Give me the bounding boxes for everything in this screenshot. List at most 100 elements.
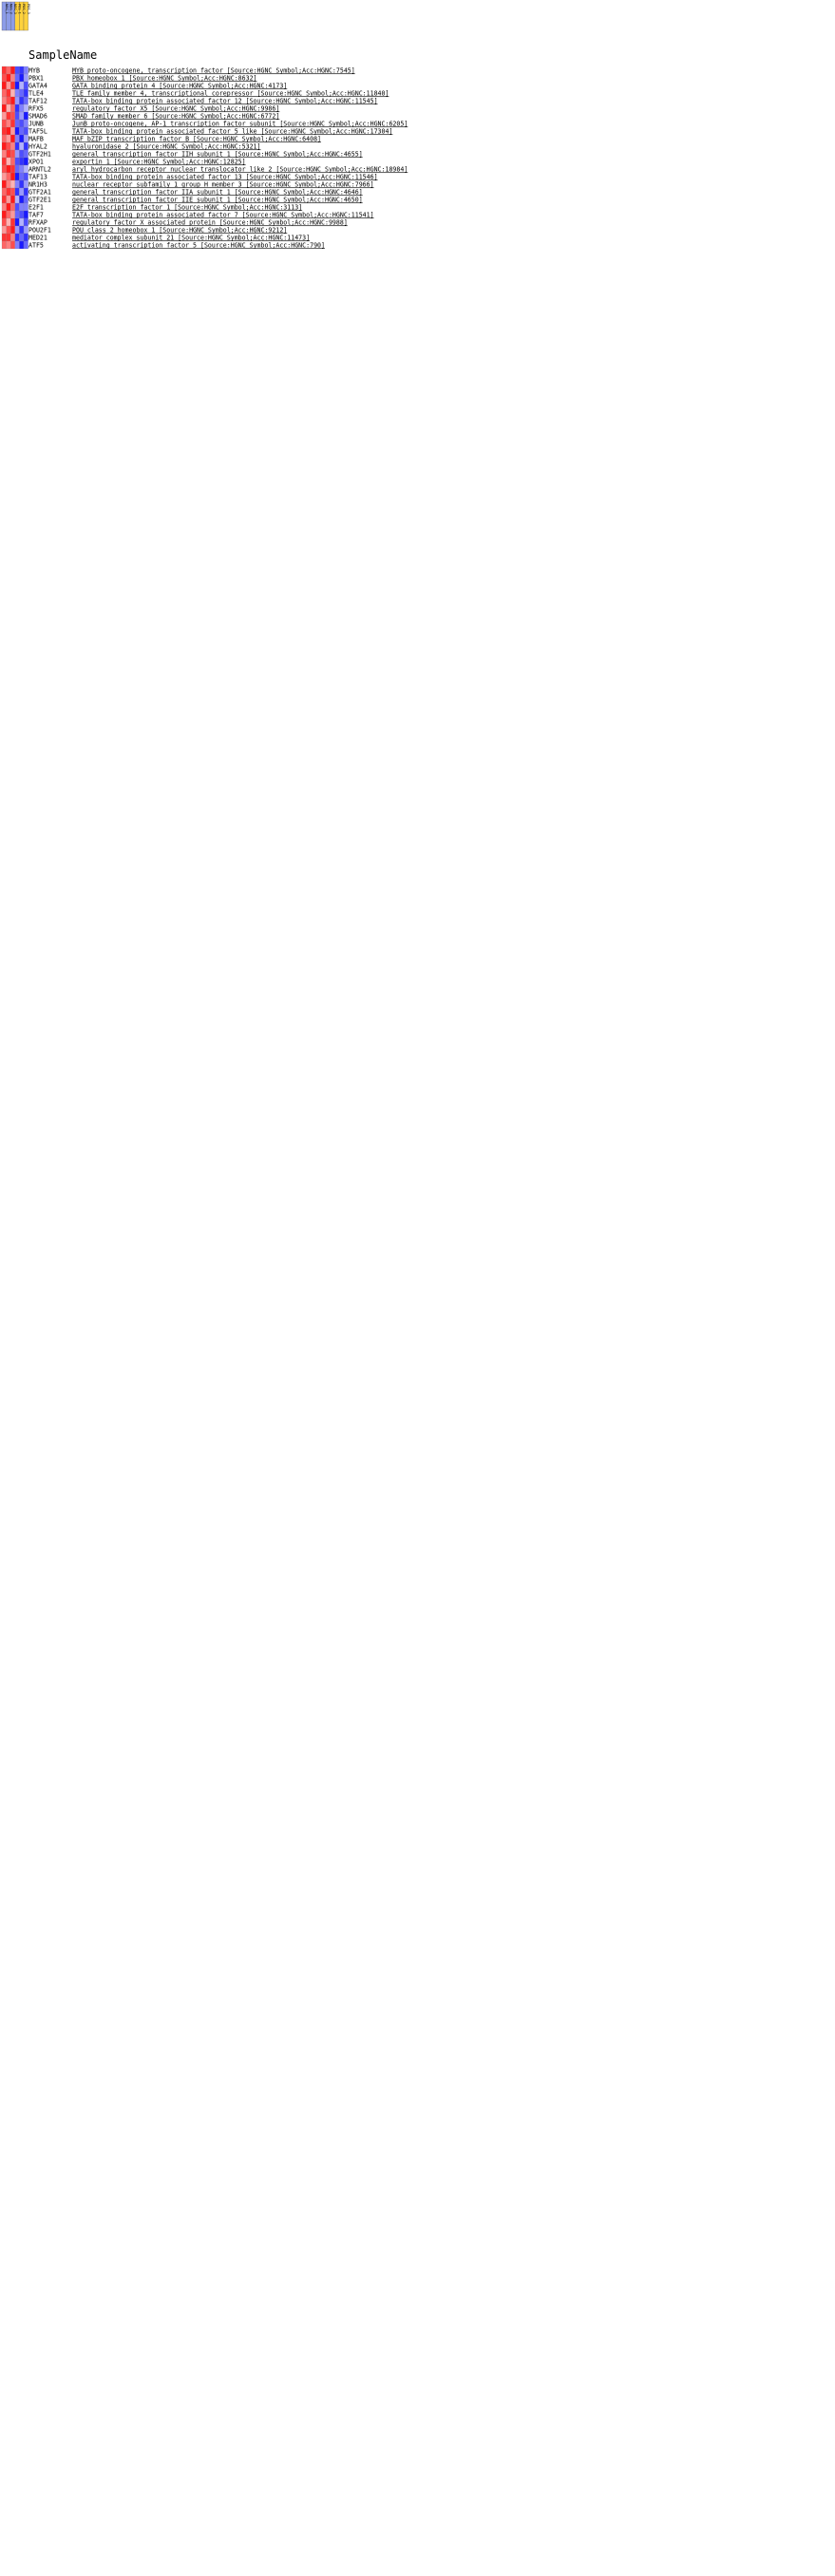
heatmap-cell [10, 233, 15, 242]
heatmap-cell [6, 111, 11, 121]
heatmap-cell [10, 225, 15, 235]
column-annotation-bar [1, 1, 28, 31]
gene-description: TATA-box binding protein associated fact… [72, 211, 374, 218]
heatmap-cell [10, 240, 15, 250]
heatmap-cell [1, 103, 7, 113]
heatmap-cell [14, 225, 20, 235]
heatmap-cell [14, 187, 20, 197]
heatmap-cell [19, 164, 25, 174]
heatmap-cell [10, 149, 15, 159]
heatmap-cell [23, 172, 28, 181]
heatmap-cell [10, 73, 15, 83]
gene-label: GATA4 [28, 82, 47, 89]
heatmap-cell [23, 195, 28, 204]
gene-description: GATA binding protein 4 [Source:HGNC Symb… [72, 82, 287, 89]
heatmap-cell [19, 73, 25, 83]
heatmap-cell [14, 240, 20, 250]
heatmap-cell [6, 134, 11, 143]
gene-label: NR1H3 [28, 180, 47, 188]
heatmap-cell [10, 81, 15, 90]
column-name: NEG_1 [5, 4, 9, 14]
heatmap-cell [19, 126, 25, 136]
heatmap-cell [1, 141, 7, 151]
heatmap-cell [14, 233, 20, 242]
column-names: NEG_1 NEG_2 NEG_3 POS_1 POS_2 POS_3 [5, 4, 30, 14]
heatmap-cell [10, 195, 15, 204]
heatmap-cell [23, 81, 28, 90]
gene-description: MAF bZIP transcription factor B [Source:… [72, 135, 321, 142]
heatmap-cell [1, 195, 7, 204]
heatmap-cell [19, 141, 25, 151]
heatmap-cell [6, 149, 11, 159]
heatmap-cell [6, 172, 11, 181]
gene-label: ATF5 [28, 241, 44, 249]
heatmap-cell [6, 187, 11, 197]
heatmap-cell [14, 217, 20, 227]
heatmap-cell [14, 172, 20, 181]
heatmap-cell [19, 225, 25, 235]
gene-label: GTF2H1 [28, 150, 51, 158]
heatmap-cell [19, 187, 25, 197]
heatmap-cell [19, 119, 25, 128]
heatmap-cell [10, 111, 15, 121]
heatmap-cell [10, 172, 15, 181]
gene-description: general transcription factor IIH subunit… [72, 150, 363, 158]
column-name: POS_2 [22, 4, 26, 14]
gene-label: TAF12 [28, 97, 47, 104]
gene-description: aryl hydrocarbon receptor nuclear transl… [72, 165, 408, 173]
heatmap-cell [23, 233, 28, 242]
heatmap-cell [6, 217, 11, 227]
gene-label: TAF13 [28, 173, 47, 180]
gene-description: SMAD family member 6 [Source:HGNC Symbol… [72, 112, 279, 120]
heatmap-cell [10, 179, 15, 189]
gene-description: JunB proto-oncogene, AP-1 transcription … [72, 120, 408, 127]
heatmap-cell [14, 149, 20, 159]
gene-description: TATA-box binding protein associated fact… [72, 127, 392, 135]
heatmap-cell [23, 187, 28, 197]
heatmap-cell [14, 73, 20, 83]
heatmap-cell [6, 103, 11, 113]
heatmap-cell [6, 240, 11, 250]
column-name: NEG_3 [13, 4, 17, 14]
heatmap-cell [10, 210, 15, 219]
gene-label: RFXAP [28, 218, 47, 226]
heatmap-cell [1, 164, 7, 174]
heatmap-cell [19, 111, 25, 121]
heatmap-cell [6, 81, 11, 90]
column-name: NEG_2 [9, 4, 12, 14]
heatmap-cell [6, 119, 11, 128]
heatmap-cell [14, 134, 20, 143]
heatmap-cell [19, 179, 25, 189]
heatmap-cell [1, 240, 7, 250]
heatmap-cell [23, 111, 28, 121]
heatmap-cell [1, 81, 7, 90]
heatmap-cell [1, 96, 7, 105]
heatmap-cell [6, 195, 11, 204]
heatmap-cell [23, 126, 28, 136]
heatmap-cell [19, 81, 25, 90]
heatmap-cell [10, 66, 15, 75]
gene-label: SMAD6 [28, 112, 47, 120]
heatmap-cell [6, 66, 11, 75]
heatmap-cell [1, 187, 7, 197]
heatmap-cell [1, 157, 7, 166]
gene-label: JUNB [28, 120, 44, 127]
gene-label: POU2F1 [28, 226, 51, 234]
heatmap-cell [14, 195, 20, 204]
heatmap-cell [10, 141, 15, 151]
gene-label: TLE4 [28, 89, 44, 97]
heatmap-cell [23, 202, 28, 212]
heatmap-cell [14, 88, 20, 98]
heatmap-cell [23, 217, 28, 227]
heatmap-cell [19, 233, 25, 242]
gene-description: general transcription factor IIE subunit… [72, 196, 363, 203]
heatmap-cell [6, 73, 11, 83]
gene-label: GTF2A1 [28, 188, 51, 196]
heatmap-cell [23, 66, 28, 75]
heatmap-cell [14, 81, 20, 90]
gene-description: TATA-box binding protein associated fact… [72, 97, 378, 104]
heatmap-cell [6, 88, 11, 98]
heatmap-cell [10, 119, 15, 128]
heatmap-cell [23, 134, 28, 143]
